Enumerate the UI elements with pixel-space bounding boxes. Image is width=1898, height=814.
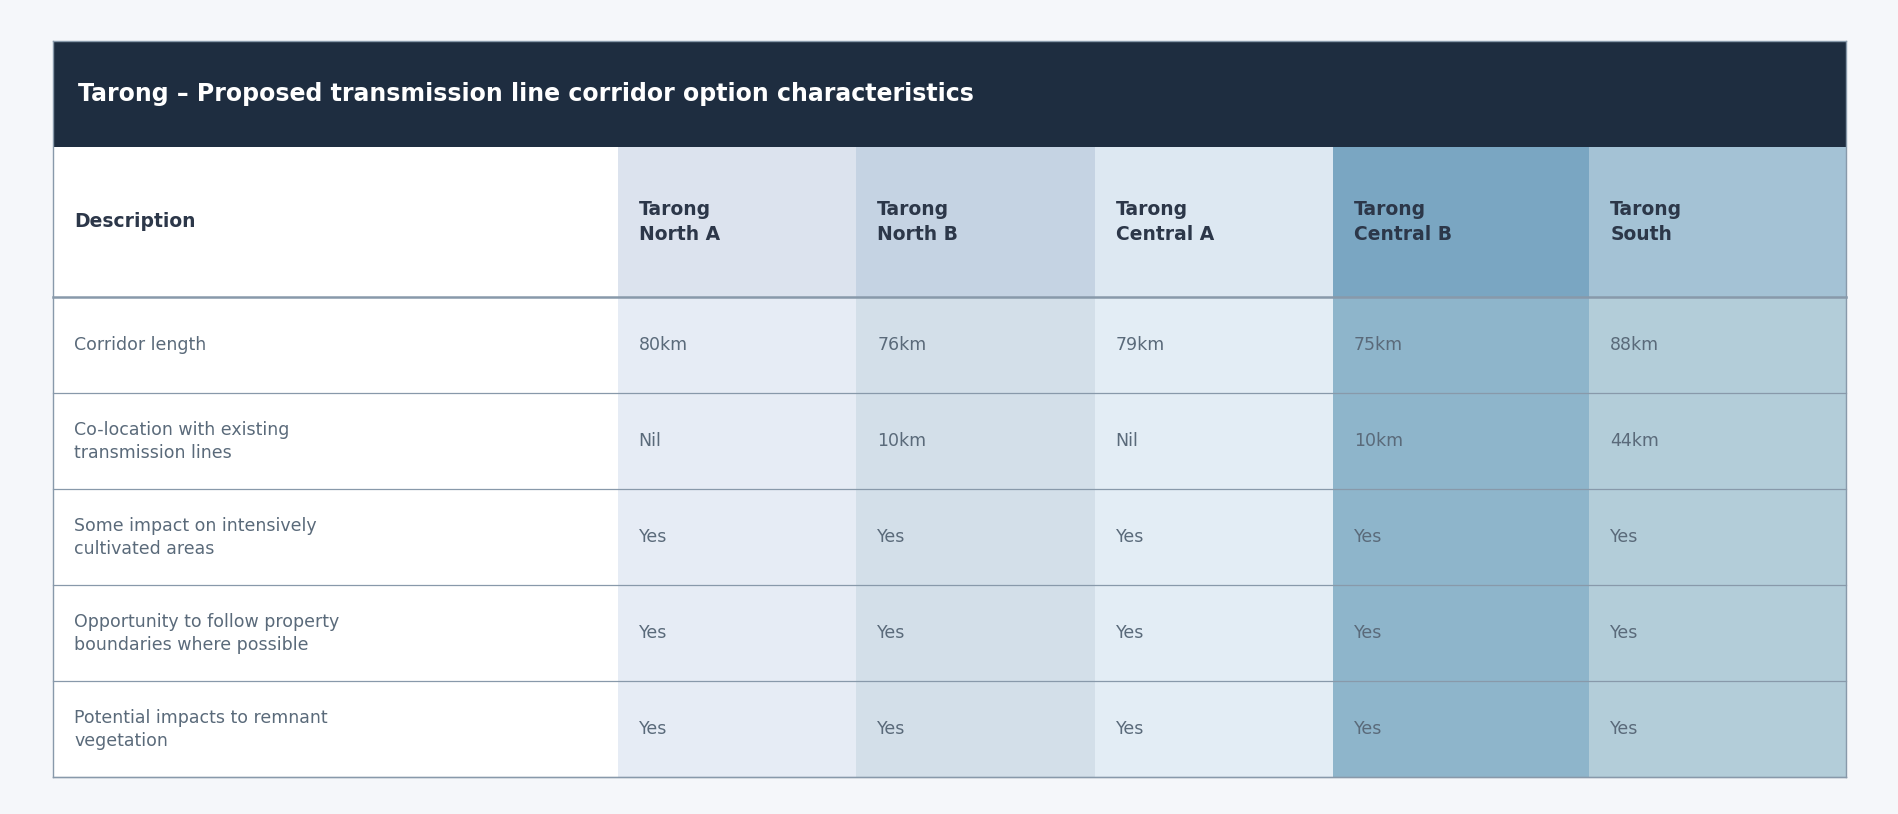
Text: 76km: 76km — [877, 336, 926, 354]
Text: Yes: Yes — [1114, 624, 1143, 642]
Text: Yes: Yes — [1353, 624, 1382, 642]
Text: Nil: Nil — [1114, 432, 1139, 450]
Text: Yes: Yes — [877, 720, 905, 738]
Text: Some impact on intensively
cultivated areas: Some impact on intensively cultivated ar… — [74, 517, 317, 558]
Text: Tarong
Central B: Tarong Central B — [1353, 199, 1452, 244]
Text: Yes: Yes — [1114, 720, 1143, 738]
Text: Yes: Yes — [1353, 720, 1382, 738]
Text: Tarong
North B: Tarong North B — [877, 199, 958, 244]
Text: Nil: Nil — [638, 432, 661, 450]
Text: Yes: Yes — [877, 624, 905, 642]
Text: Tarong – Proposed transmission line corridor option characteristics: Tarong – Proposed transmission line corr… — [78, 81, 974, 106]
Text: 10km: 10km — [1353, 432, 1403, 450]
Text: Yes: Yes — [638, 624, 666, 642]
Text: Yes: Yes — [1610, 624, 1638, 642]
Text: 80km: 80km — [638, 336, 687, 354]
Text: Yes: Yes — [1610, 720, 1638, 738]
Text: Yes: Yes — [1114, 528, 1143, 546]
Text: Yes: Yes — [1610, 528, 1638, 546]
Text: 44km: 44km — [1610, 432, 1659, 450]
Text: Tarong
Central A: Tarong Central A — [1114, 199, 1213, 244]
Text: 79km: 79km — [1114, 336, 1163, 354]
Text: Tarong
North A: Tarong North A — [638, 199, 719, 244]
Text: 75km: 75km — [1353, 336, 1403, 354]
Text: Opportunity to follow property
boundaries where possible: Opportunity to follow property boundarie… — [74, 613, 340, 654]
Text: Co-location with existing
transmission lines: Co-location with existing transmission l… — [74, 421, 288, 462]
Text: Yes: Yes — [638, 720, 666, 738]
Text: Tarong
South: Tarong South — [1610, 199, 1682, 244]
Text: 10km: 10km — [877, 432, 926, 450]
Text: Yes: Yes — [638, 528, 666, 546]
Text: Yes: Yes — [1353, 528, 1382, 546]
Text: Corridor length: Corridor length — [74, 336, 207, 354]
Text: 88km: 88km — [1610, 336, 1659, 354]
Text: Description: Description — [74, 212, 195, 231]
Text: Yes: Yes — [877, 528, 905, 546]
Text: Potential impacts to remnant
vegetation: Potential impacts to remnant vegetation — [74, 709, 328, 750]
